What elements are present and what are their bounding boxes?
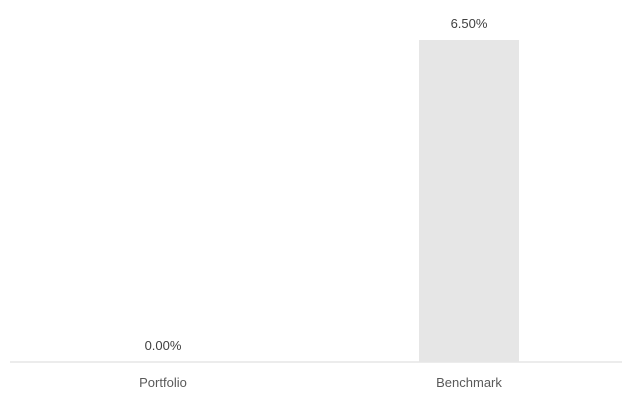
category-label-portfolio: Portfolio: [139, 375, 187, 390]
category-labels-layer: Portfolio Benchmark: [139, 375, 502, 390]
data-label-portfolio: 0.00%: [145, 338, 182, 353]
bars-layer: [419, 40, 519, 362]
category-label-benchmark: Benchmark: [436, 375, 502, 390]
bar-benchmark: [419, 40, 519, 362]
data-label-benchmark: 6.50%: [451, 16, 488, 31]
value-labels-layer: 0.00% 6.50%: [145, 16, 488, 353]
